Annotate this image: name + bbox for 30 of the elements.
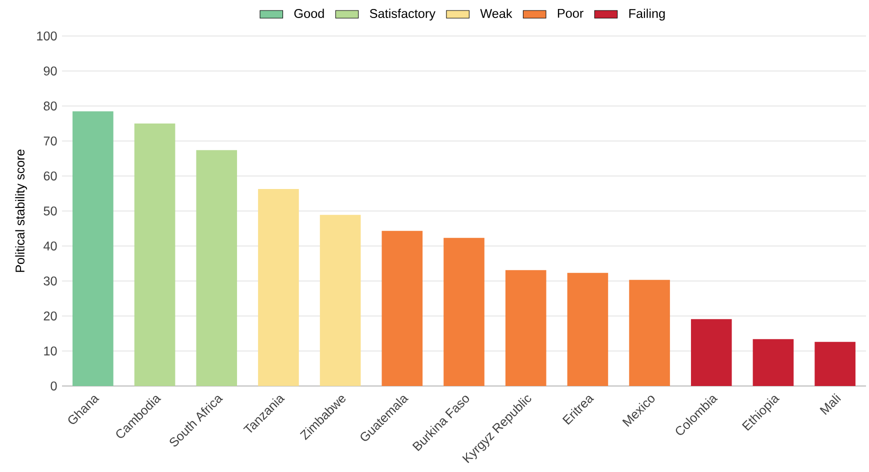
bar (134, 123, 176, 386)
y-tick-label: 90 (44, 66, 57, 76)
bar (505, 270, 546, 386)
y-tick-label: 30 (44, 276, 57, 286)
y-tick-label: 10 (44, 346, 57, 356)
bar (444, 238, 484, 386)
bar (752, 339, 794, 386)
bar (567, 272, 608, 386)
y-tick-label: 50 (44, 206, 57, 216)
bar (814, 342, 856, 386)
legend-label: Good (294, 8, 324, 18)
y-tick-label: 0 (50, 381, 57, 390)
bar (690, 319, 732, 386)
legend-label: Satisfactory (370, 8, 436, 21)
y-tick-label: 100 (37, 32, 57, 40)
legend-label: Poor (558, 8, 584, 18)
bar (196, 150, 238, 386)
y-tick-label: 20 (44, 311, 57, 320)
y-tick-label: 70 (44, 136, 57, 146)
y-tick-label: 80 (44, 102, 57, 110)
bar (258, 188, 299, 386)
y-axis-title: Political stability score (15, 150, 28, 272)
legend-label: Weak (480, 8, 512, 18)
bar (382, 230, 423, 386)
bar (320, 214, 361, 386)
bar (72, 111, 114, 386)
y-tick-label: 40 (44, 242, 57, 250)
y-tick-label: 60 (44, 172, 57, 180)
legend-label: Failing (629, 8, 665, 21)
bar (629, 280, 670, 386)
